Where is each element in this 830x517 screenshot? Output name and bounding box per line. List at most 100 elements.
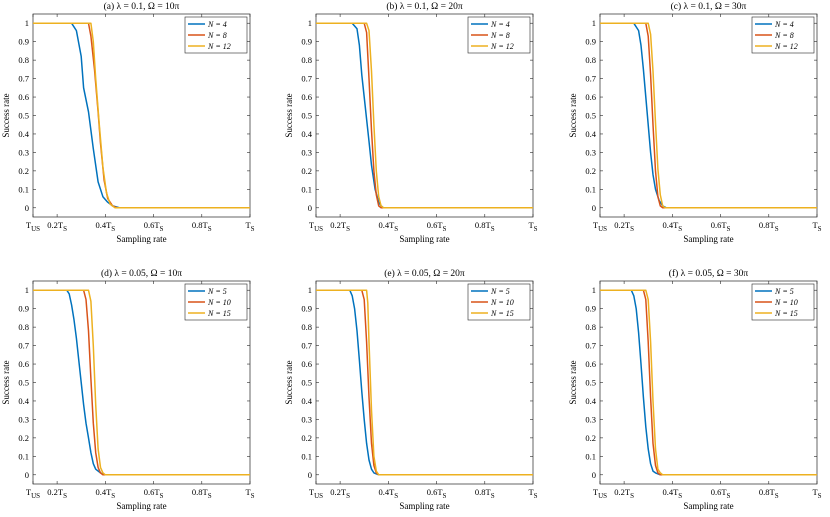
y-tick-label: 0.3 (585, 147, 596, 157)
y-axis-label: Success rate (568, 360, 578, 404)
x-tick-label-sub: S (160, 492, 164, 500)
y-tick-label: 1 (25, 18, 29, 28)
subplot-title: (c) λ = 0.1, Ω = 30π (671, 1, 747, 12)
x-tick-label-main: T (245, 220, 251, 230)
x-tick-label-main: 0.8T (192, 220, 209, 230)
legend-label: N = 10 (774, 298, 798, 307)
y-tick-label: 0.1 (18, 451, 29, 461)
x-tick-label-sub: S (534, 492, 538, 500)
x-tick-label: TUS (26, 487, 40, 500)
x-tick-label-sub: US (314, 225, 323, 233)
x-tick-label-sub: S (443, 225, 447, 233)
x-tick-label-main: T (593, 487, 599, 497)
x-tick-label-sub: S (346, 492, 350, 500)
x-tick-label-sub: S (727, 492, 731, 500)
x-tick-label-sub: S (208, 492, 212, 500)
legend-label: N = 10 (207, 298, 231, 307)
subplot-4: (d) λ = 0.05, Ω = 10π 0 0.1 0.2 0.3 0.4 0.5 0.6… (1, 268, 255, 511)
legend-label: N = 4 (774, 20, 794, 29)
subplot-title: (a) λ = 0.1, Ω = 10π (104, 1, 180, 12)
x-tick-label-sub: US (314, 492, 323, 500)
x-tick-label: 0.2TS (47, 220, 67, 233)
legend: N = 4 N = 8 N = 12 (184, 16, 248, 54)
subplot-6: (f) λ = 0.05, Ω = 30π 0 0.1 0.2 0.3 0.4 0.5 0.6… (568, 268, 822, 511)
y-tick-label: 1 (308, 18, 312, 28)
subplot-1: (a) λ = 0.1, Ω = 10π 0 0.1 0.2 0.3 0.4 0.5 0.6 0… (1, 1, 255, 244)
y-tick-label: 0 (308, 203, 312, 213)
x-tick-label-main: 0.6T (144, 220, 161, 230)
series-line-3 (33, 289, 250, 476)
subplot-title: (e) λ = 0.05, Ω = 20π (384, 268, 465, 279)
x-tick-label: TUS (26, 220, 40, 233)
x-tick-label: TUS (309, 220, 323, 233)
y-axis-label: Success rate (284, 93, 294, 137)
x-tick-label-sub: S (394, 492, 398, 500)
legend-label: N = 12 (207, 42, 231, 51)
legend-label: N = 15 (490, 309, 514, 318)
series-line-2 (316, 22, 533, 209)
x-tick-label: 0.6TS (427, 220, 447, 233)
x-tick-label: 0.2TS (330, 220, 350, 233)
subplot-5: (e) λ = 0.05, Ω = 20π 0 0.1 0.2 0.3 0.4 0.5 0.6… (284, 268, 538, 511)
y-tick-label: 0.7 (301, 74, 312, 84)
y-tick-label: 0.4 (18, 129, 29, 139)
y-tick-label: 0.5 (585, 378, 596, 388)
x-tick-label-sub: S (111, 492, 115, 500)
series-line-1 (316, 289, 533, 476)
y-tick-label: 0.1 (301, 451, 312, 461)
y-tick-label: 0.4 (585, 396, 596, 406)
subplot-3: (c) λ = 0.1, Ω = 30π 0 0.1 0.2 0.3 0.4 0.5 0.6 0… (568, 1, 822, 244)
y-tick-label: 0 (308, 470, 312, 480)
y-tick-label: 0.3 (585, 414, 596, 424)
x-tick-label-main: T (26, 220, 32, 230)
series-line-1 (33, 289, 250, 476)
y-axis-label: Success rate (1, 93, 11, 137)
x-tick-label-sub: S (818, 225, 822, 233)
y-axis-label: Success rate (284, 360, 294, 404)
series-line-2 (33, 289, 250, 476)
y-axis-label: Success rate (568, 93, 578, 137)
x-tick-label-main: 0.4T (95, 487, 112, 497)
x-tick-label: TUS (593, 220, 607, 233)
legend-label: N = 15 (774, 309, 798, 318)
y-tick-label: 0.2 (18, 166, 29, 176)
y-tick-label: 0.3 (18, 147, 29, 157)
y-tick-label: 0.7 (18, 341, 29, 351)
x-tick-label-sub: S (818, 492, 822, 500)
x-tick-label: 0.4TS (95, 220, 115, 233)
series-line-3 (600, 289, 817, 476)
x-tick-label: 0.6TS (711, 487, 731, 500)
y-tick-label: 0.9 (585, 304, 596, 314)
y-tick-label: 0.8 (585, 55, 596, 65)
y-tick-label: 0.7 (585, 341, 596, 351)
y-tick-label: 0.2 (301, 433, 312, 443)
x-tick-label-main: 0.2T (330, 487, 347, 497)
x-tick-label: 0.2TS (614, 220, 634, 233)
y-tick-label: 1 (592, 18, 596, 28)
x-tick-label-sub: S (491, 225, 495, 233)
x-tick-label: TS (812, 487, 821, 500)
x-tick-label-main: 0.6T (711, 220, 728, 230)
x-tick-label-main: 0.2T (47, 220, 64, 230)
x-tick-label-main: 0.2T (614, 220, 631, 230)
legend-label: N = 5 (490, 287, 510, 296)
series-line-3 (316, 22, 533, 209)
y-tick-label: 0.1 (585, 451, 596, 461)
x-tick-label-main: 0.6T (427, 220, 444, 230)
x-tick-label: 0.2TS (47, 487, 67, 500)
x-axis-label: Sampling rate (116, 501, 166, 511)
y-tick-label: 0.5 (301, 111, 312, 121)
y-tick-label: 0 (25, 470, 29, 480)
x-tick-label-sub: S (63, 225, 67, 233)
x-tick-label-main: 0.4T (662, 220, 679, 230)
y-tick-label: 0.1 (301, 184, 312, 194)
x-tick-label: 0.4TS (662, 487, 682, 500)
x-tick-label-main: T (593, 220, 599, 230)
y-tick-label: 1 (592, 285, 596, 295)
x-tick-label-main: T (309, 220, 315, 230)
x-tick-label: 0.8TS (192, 487, 212, 500)
x-tick-label-sub: S (775, 492, 779, 500)
x-tick-label-sub: S (63, 492, 67, 500)
legend: N = 5 N = 10 N = 15 (184, 283, 248, 321)
